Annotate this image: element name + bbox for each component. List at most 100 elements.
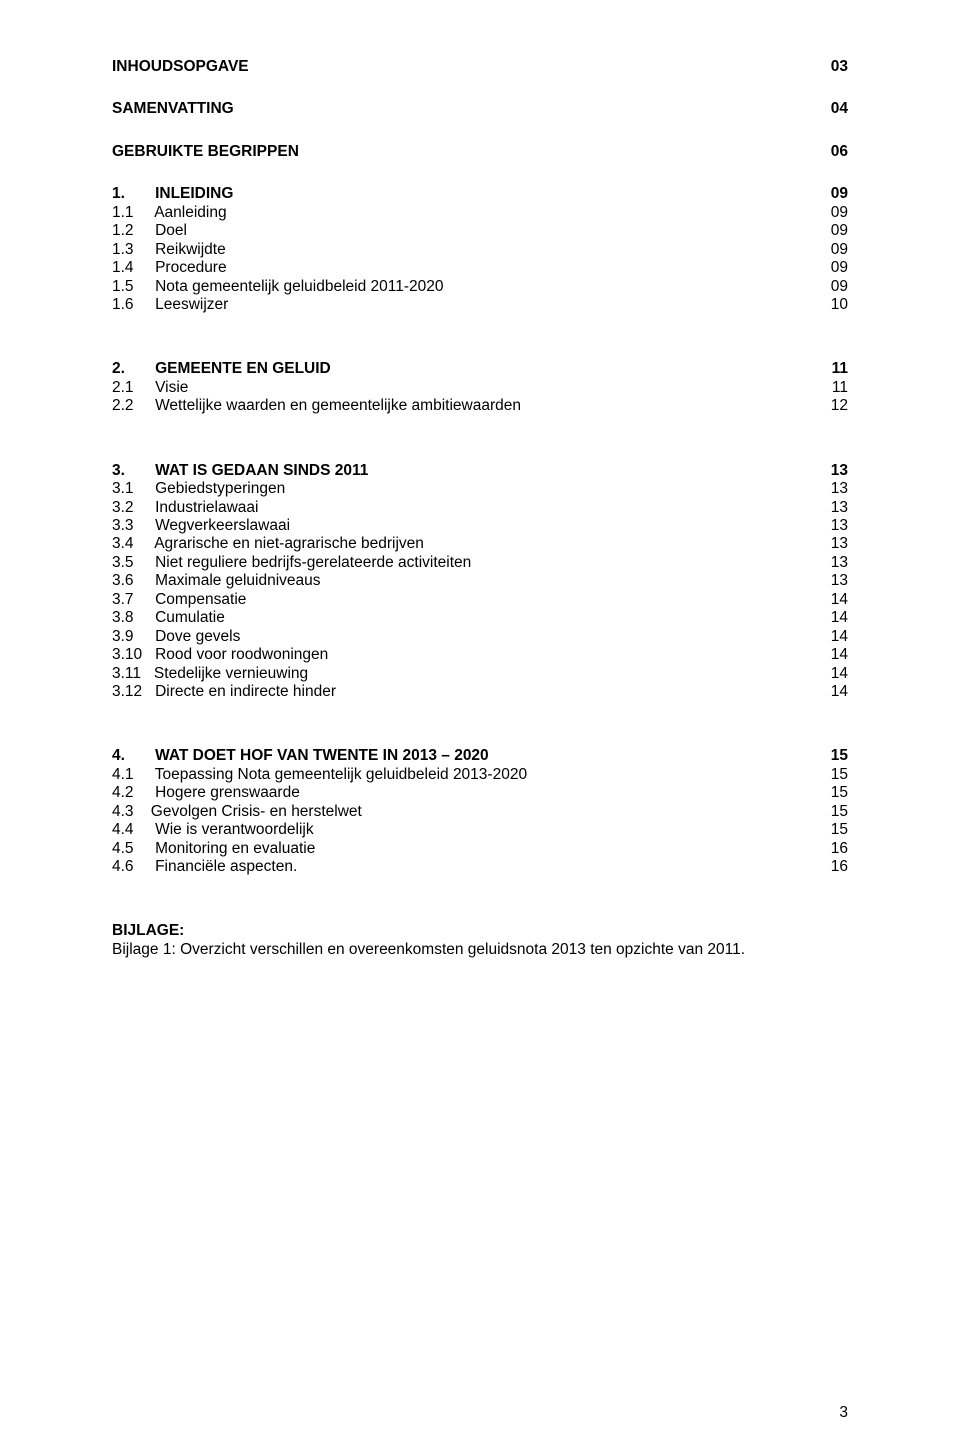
toc-line: 3.11 Stedelijke vernieuwing 14: [112, 665, 848, 683]
toc-line-page: 16: [818, 840, 848, 858]
toc-line-page: 14: [818, 628, 848, 646]
toc-line: 4.1 Toepassing Nota gemeentelijk geluidb…: [112, 766, 848, 784]
toc-line-label: INHOUDSOPGAVE: [112, 58, 249, 76]
toc-line-label: 4. WAT DOET HOF VAN TWENTE IN 2013 – 202…: [112, 747, 489, 765]
toc-line-page: 15: [818, 766, 848, 784]
toc-line-label: 4.4 Wie is verantwoordelijk: [112, 821, 314, 839]
toc-line-page: 13: [818, 572, 848, 590]
toc-group: 2. GEMEENTE EN GELUID 11 2.1 Visie 11 2.2 We…: [112, 360, 848, 415]
toc-line-label: 3.8 Cumulatie: [112, 609, 225, 627]
toc-group: BIJLAGE:Bijlage 1: Overzicht verschillen…: [112, 922, 848, 959]
toc-line: 1.6 Leeswijzer 10: [112, 296, 848, 314]
toc-line: 4.3 Gevolgen Crisis- en herstelwet 15: [112, 803, 848, 821]
toc-line-label: 1.1 Aanleiding: [112, 204, 227, 222]
toc-line-label: 3. WAT IS GEDAAN SINDS 2011: [112, 462, 368, 480]
toc-line-page: 09: [818, 278, 848, 296]
toc-line-label: 3.11 Stedelijke vernieuwing: [112, 665, 308, 683]
toc-line: 3.9 Dove gevels14: [112, 628, 848, 646]
toc-line-label: 1.3 Reikwijdte: [112, 241, 226, 259]
toc-line-page: 11: [818, 379, 848, 397]
toc-line-page: 06: [818, 143, 848, 161]
toc-line: 3.8 Cumulatie 14: [112, 609, 848, 627]
toc-line: 1.1 Aanleiding 09: [112, 204, 848, 222]
toc-line-page: 13: [818, 517, 848, 535]
toc-line: 2.2 Wettelijke waarden en gemeentelijke …: [112, 397, 848, 415]
toc-line-page: 12: [818, 397, 848, 415]
toc-line-label: 4.3 Gevolgen Crisis- en herstelwet: [112, 803, 362, 821]
toc-line: 4.5 Monitoring en evaluatie 16: [112, 840, 848, 858]
toc-line-page: 16: [818, 858, 848, 876]
toc-line: 1.4 Procedure 09: [112, 259, 848, 277]
toc-line-page: 15: [818, 747, 848, 765]
toc-line-page: 13: [818, 499, 848, 517]
toc-line-page: 13: [818, 554, 848, 572]
toc-line-page: [818, 922, 848, 940]
toc-line-label: 3.2 Industrielawaai: [112, 499, 258, 517]
toc-group: 4. WAT DOET HOF VAN TWENTE IN 2013 – 202…: [112, 747, 848, 876]
toc-line: 3.7 Compensatie 14: [112, 591, 848, 609]
toc-line-label: 4.5 Monitoring en evaluatie: [112, 840, 315, 858]
toc-line-page: 15: [818, 784, 848, 802]
toc-line-page: 09: [818, 222, 848, 240]
toc-group: 1. INLEIDING 09 1.1 Aanleiding 09 1.2 Doel 09…: [112, 185, 848, 314]
toc-line-page: 13: [818, 462, 848, 480]
toc-line-page: 14: [818, 609, 848, 627]
toc-line-label: 1.4 Procedure: [112, 259, 227, 277]
toc-line: 4. WAT DOET HOF VAN TWENTE IN 2013 – 202…: [112, 747, 848, 765]
toc-line-label: 1.5 Nota gemeentelijk geluidbeleid 2011-…: [112, 278, 443, 296]
toc-line-label: 3.7 Compensatie: [112, 591, 246, 609]
toc-group: SAMENVATTING04: [112, 100, 848, 118]
page-number: 3: [839, 1404, 848, 1422]
toc-line-label: 2.1 Visie: [112, 379, 188, 397]
toc-line-page: 14: [818, 646, 848, 664]
toc-line-page: 14: [818, 665, 848, 683]
toc-line: 3. WAT IS GEDAAN SINDS 2011 13: [112, 462, 848, 480]
toc-line: BIJLAGE:: [112, 922, 848, 940]
toc-line: Bijlage 1: Overzicht verschillen en over…: [112, 941, 848, 959]
toc-line: 2. GEMEENTE EN GELUID 11: [112, 360, 848, 378]
toc-line: 3.3 Wegverkeerslawaai 13: [112, 517, 848, 535]
toc-line-page: 09: [818, 185, 848, 203]
toc-line: SAMENVATTING04: [112, 100, 848, 118]
toc-line-page: 09: [818, 204, 848, 222]
toc-line-label: 3.5 Niet reguliere bedrijfs-gerelateerde…: [112, 554, 471, 572]
toc-line: 2.1 Visie 11: [112, 379, 848, 397]
toc-line-label: 3.4 Agrarische en niet-agrarische bedrij…: [112, 535, 424, 553]
toc-line: 3.2 Industrielawaai 13: [112, 499, 848, 517]
toc-line: GEBRUIKTE BEGRIPPEN06: [112, 143, 848, 161]
toc-line-page: 10: [818, 296, 848, 314]
toc-line: 3.6 Maximale geluidniveaus13: [112, 572, 848, 590]
toc-line-page: 03: [818, 58, 848, 76]
toc-line-page: 11: [818, 360, 848, 378]
toc-line-label: 4.6 Financiële aspecten.: [112, 858, 297, 876]
toc-line-label: 1.2 Doel: [112, 222, 187, 240]
toc-line: 1. INLEIDING 09: [112, 185, 848, 203]
toc-line-page: 14: [818, 591, 848, 609]
toc-line-label: 4.1 Toepassing Nota gemeentelijk geluidb…: [112, 766, 527, 784]
toc-line-label: 3.10 Rood voor roodwoningen: [112, 646, 328, 664]
toc-line: INHOUDSOPGAVE 03: [112, 58, 848, 76]
toc-container: INHOUDSOPGAVE 03 SAMENVATTING04 GEBRUIKTE B…: [112, 58, 848, 959]
toc-line-label: 3.3 Wegverkeerslawaai: [112, 517, 290, 535]
toc-line-page: 15: [818, 821, 848, 839]
toc-line-page: 09: [818, 241, 848, 259]
toc-line: 1.3 Reikwijdte 09: [112, 241, 848, 259]
toc-line-label: Bijlage 1: Overzicht verschillen en over…: [112, 941, 745, 959]
toc-line: 4.4 Wie is verantwoordelijk 15: [112, 821, 848, 839]
toc-line-label: BIJLAGE:: [112, 922, 184, 940]
toc-line-page: 15: [818, 803, 848, 821]
toc-line-label: 1.6 Leeswijzer: [112, 296, 228, 314]
toc-line-label: 3.12 Directe en indirecte hinder: [112, 683, 336, 701]
toc-line-label: 2. GEMEENTE EN GELUID: [112, 360, 331, 378]
toc-line-page: [818, 941, 848, 959]
toc-line-label: 1. INLEIDING: [112, 185, 233, 203]
toc-line: 3.5 Niet reguliere bedrijfs-gerelateerde…: [112, 554, 848, 572]
toc-line-page: 13: [818, 535, 848, 553]
toc-line-label: 2.2 Wettelijke waarden en gemeentelijke …: [112, 397, 521, 415]
toc-line: 4.6 Financiële aspecten. 16: [112, 858, 848, 876]
toc-line-page: 09: [818, 259, 848, 277]
toc-line-label: 4.2 Hogere grenswaarde: [112, 784, 300, 802]
toc-line-page: 04: [818, 100, 848, 118]
toc-line: 1.5 Nota gemeentelijk geluidbeleid 2011-…: [112, 278, 848, 296]
toc-line-page: 14: [818, 683, 848, 701]
